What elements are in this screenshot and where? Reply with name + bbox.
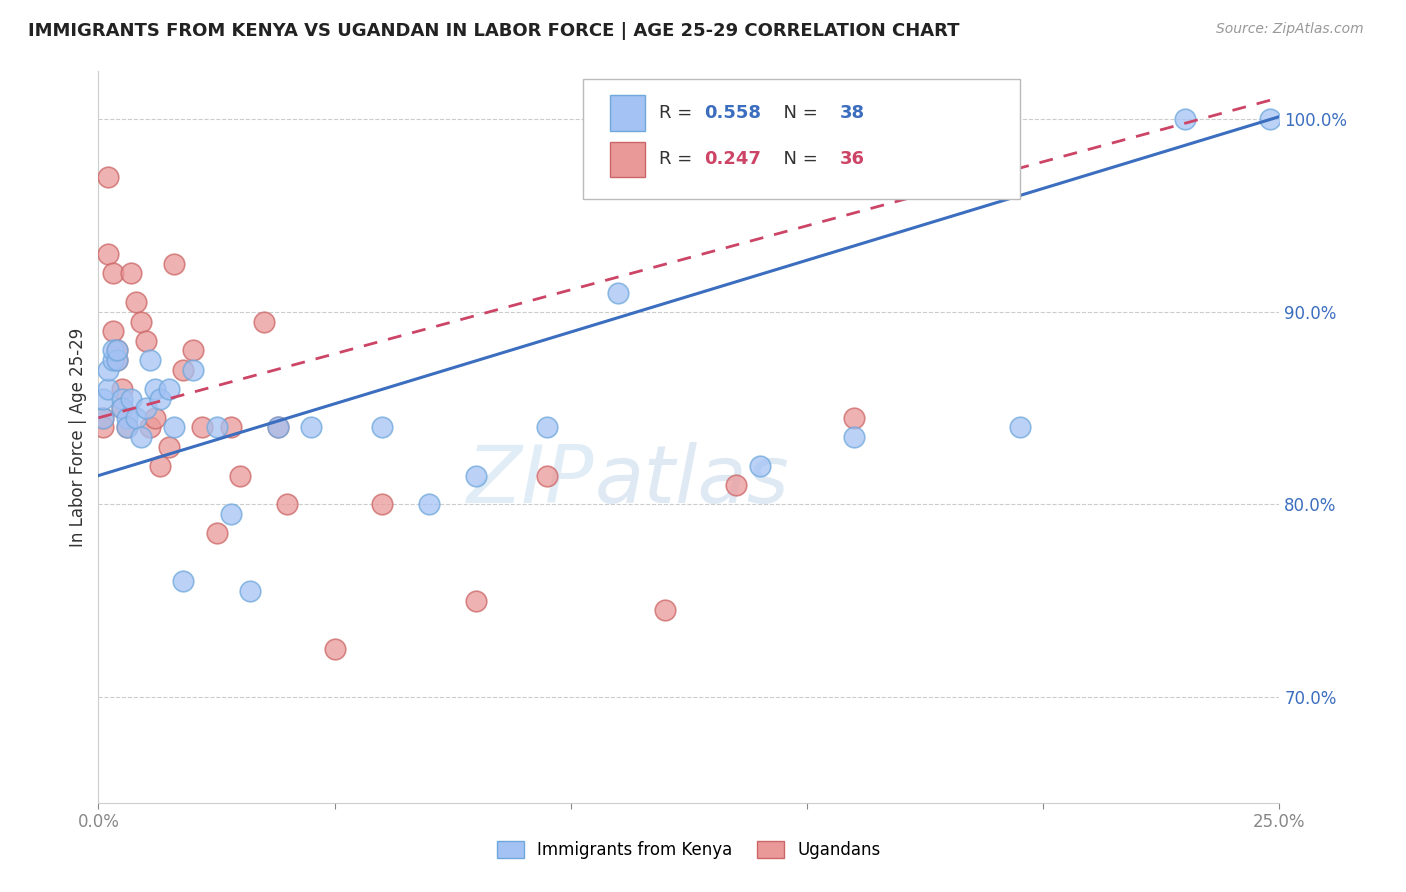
Point (91, 410, 114, 425)
Point (115, 420, 138, 434)
Point (371, 420, 394, 434)
Y-axis label: In Labor Force | Age 25-29: In Labor Force | Age 25-29 (69, 327, 87, 547)
Point (125, 295, 148, 310)
Point (135, 401, 157, 416)
Point (181, 343, 204, 358)
Point (139, 420, 162, 434)
Point (97, 362, 120, 376)
Point (844, 430, 866, 444)
Text: ZIP: ZIP (467, 442, 595, 520)
Point (1174, 112, 1197, 127)
Point (101, 353, 124, 368)
Point (97, 247, 120, 261)
Point (101, 343, 124, 358)
Point (101, 267, 124, 281)
Point (139, 353, 162, 368)
Point (129, 315, 152, 329)
Point (276, 498, 298, 512)
Point (105, 353, 128, 368)
Point (163, 257, 186, 271)
Point (253, 315, 276, 329)
Point (229, 468, 252, 483)
Point (105, 353, 128, 368)
Legend: Immigrants from Kenya, Ugandans: Immigrants from Kenya, Ugandans (489, 833, 889, 868)
Point (607, 285, 630, 300)
Point (143, 382, 166, 396)
Point (239, 584, 262, 599)
Point (205, 420, 228, 434)
Point (111, 382, 134, 396)
Point (299, 420, 322, 434)
Text: 36: 36 (841, 150, 865, 168)
Point (267, 420, 290, 434)
FancyBboxPatch shape (582, 78, 1019, 200)
Point (105, 343, 128, 358)
Point (129, 430, 152, 444)
Point (418, 498, 440, 512)
Point (267, 420, 290, 434)
Point (536, 468, 558, 483)
Point (172, 362, 194, 376)
Point (149, 392, 172, 406)
Point (465, 593, 488, 607)
Text: R =: R = (659, 150, 699, 168)
Bar (610, 142, 645, 177)
Point (157, 440, 180, 454)
Text: atlas: atlas (595, 442, 789, 520)
Point (91, 420, 114, 434)
Point (748, 458, 770, 473)
Point (1008, 420, 1031, 434)
Point (111, 401, 134, 416)
Text: R =: R = (659, 104, 699, 122)
Point (97, 170, 120, 185)
Point (101, 324, 124, 338)
Point (536, 420, 558, 434)
Point (1258, 112, 1281, 127)
Point (121, 392, 143, 406)
Point (111, 392, 134, 406)
Text: N =: N = (772, 104, 823, 122)
Point (844, 410, 866, 425)
Point (97, 382, 120, 396)
Point (125, 410, 148, 425)
Point (111, 401, 134, 416)
Point (725, 478, 748, 492)
Point (191, 420, 214, 434)
Point (91, 392, 114, 406)
Point (91, 410, 114, 425)
Point (163, 420, 186, 434)
Point (205, 526, 228, 541)
Point (115, 420, 138, 434)
Point (371, 498, 394, 512)
Point (115, 410, 138, 425)
Text: 38: 38 (841, 104, 865, 122)
Point (157, 382, 180, 396)
Point (219, 507, 242, 521)
Text: 0.247: 0.247 (704, 150, 761, 168)
Text: IMMIGRANTS FROM KENYA VS UGANDAN IN LABOR FORCE | AGE 25-29 CORRELATION CHART: IMMIGRANTS FROM KENYA VS UGANDAN IN LABO… (28, 22, 960, 40)
Point (654, 603, 676, 617)
Point (172, 574, 194, 589)
Point (219, 420, 242, 434)
Point (121, 267, 143, 281)
Point (465, 468, 488, 483)
Point (105, 343, 128, 358)
Point (181, 362, 204, 376)
Point (323, 641, 346, 656)
Text: Source: ZipAtlas.com: Source: ZipAtlas.com (1216, 22, 1364, 37)
Point (143, 410, 166, 425)
Bar (610, 95, 645, 130)
Point (149, 458, 172, 473)
Text: N =: N = (772, 150, 823, 168)
Point (135, 334, 157, 348)
Text: 0.558: 0.558 (704, 104, 761, 122)
